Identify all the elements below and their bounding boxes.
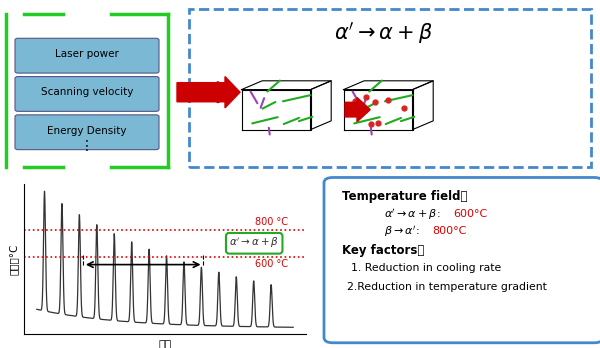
Text: 800 °C: 800 °C — [255, 217, 288, 227]
Text: Temperature field：: Temperature field： — [342, 190, 467, 203]
Text: 600 °C: 600 °C — [255, 259, 288, 269]
Text: Scanning velocity: Scanning velocity — [41, 87, 133, 97]
FancyArrow shape — [345, 97, 370, 122]
FancyBboxPatch shape — [15, 77, 159, 111]
FancyArrow shape — [177, 77, 240, 108]
Text: 600°C: 600°C — [453, 209, 487, 219]
Text: 800°C: 800°C — [432, 227, 466, 236]
Text: Energy Density: Energy Density — [47, 126, 127, 135]
Text: Laser power: Laser power — [55, 49, 119, 59]
Text: Key factors：: Key factors： — [342, 244, 424, 257]
FancyBboxPatch shape — [189, 9, 591, 167]
Text: $\alpha' \rightarrow \alpha + \beta$: $\alpha' \rightarrow \alpha + \beta$ — [334, 20, 434, 46]
FancyBboxPatch shape — [15, 115, 159, 150]
Text: 1. Reduction in cooling rate: 1. Reduction in cooling rate — [351, 263, 501, 273]
X-axis label: 时间: 时间 — [158, 340, 172, 348]
Text: $\beta \rightarrow \alpha'$:: $\beta \rightarrow \alpha'$: — [384, 224, 421, 239]
FancyBboxPatch shape — [15, 38, 159, 73]
Text: ⋮: ⋮ — [80, 139, 94, 153]
FancyBboxPatch shape — [324, 177, 600, 343]
Text: $\alpha' \rightarrow \alpha + \beta$:: $\alpha' \rightarrow \alpha + \beta$: — [384, 206, 442, 222]
Text: $\alpha' \rightarrow \alpha + \beta$: $\alpha' \rightarrow \alpha + \beta$ — [229, 236, 280, 251]
Text: 2.Reduction in temperature gradient: 2.Reduction in temperature gradient — [347, 282, 547, 292]
Y-axis label: 温度，°C: 温度，°C — [8, 244, 19, 275]
